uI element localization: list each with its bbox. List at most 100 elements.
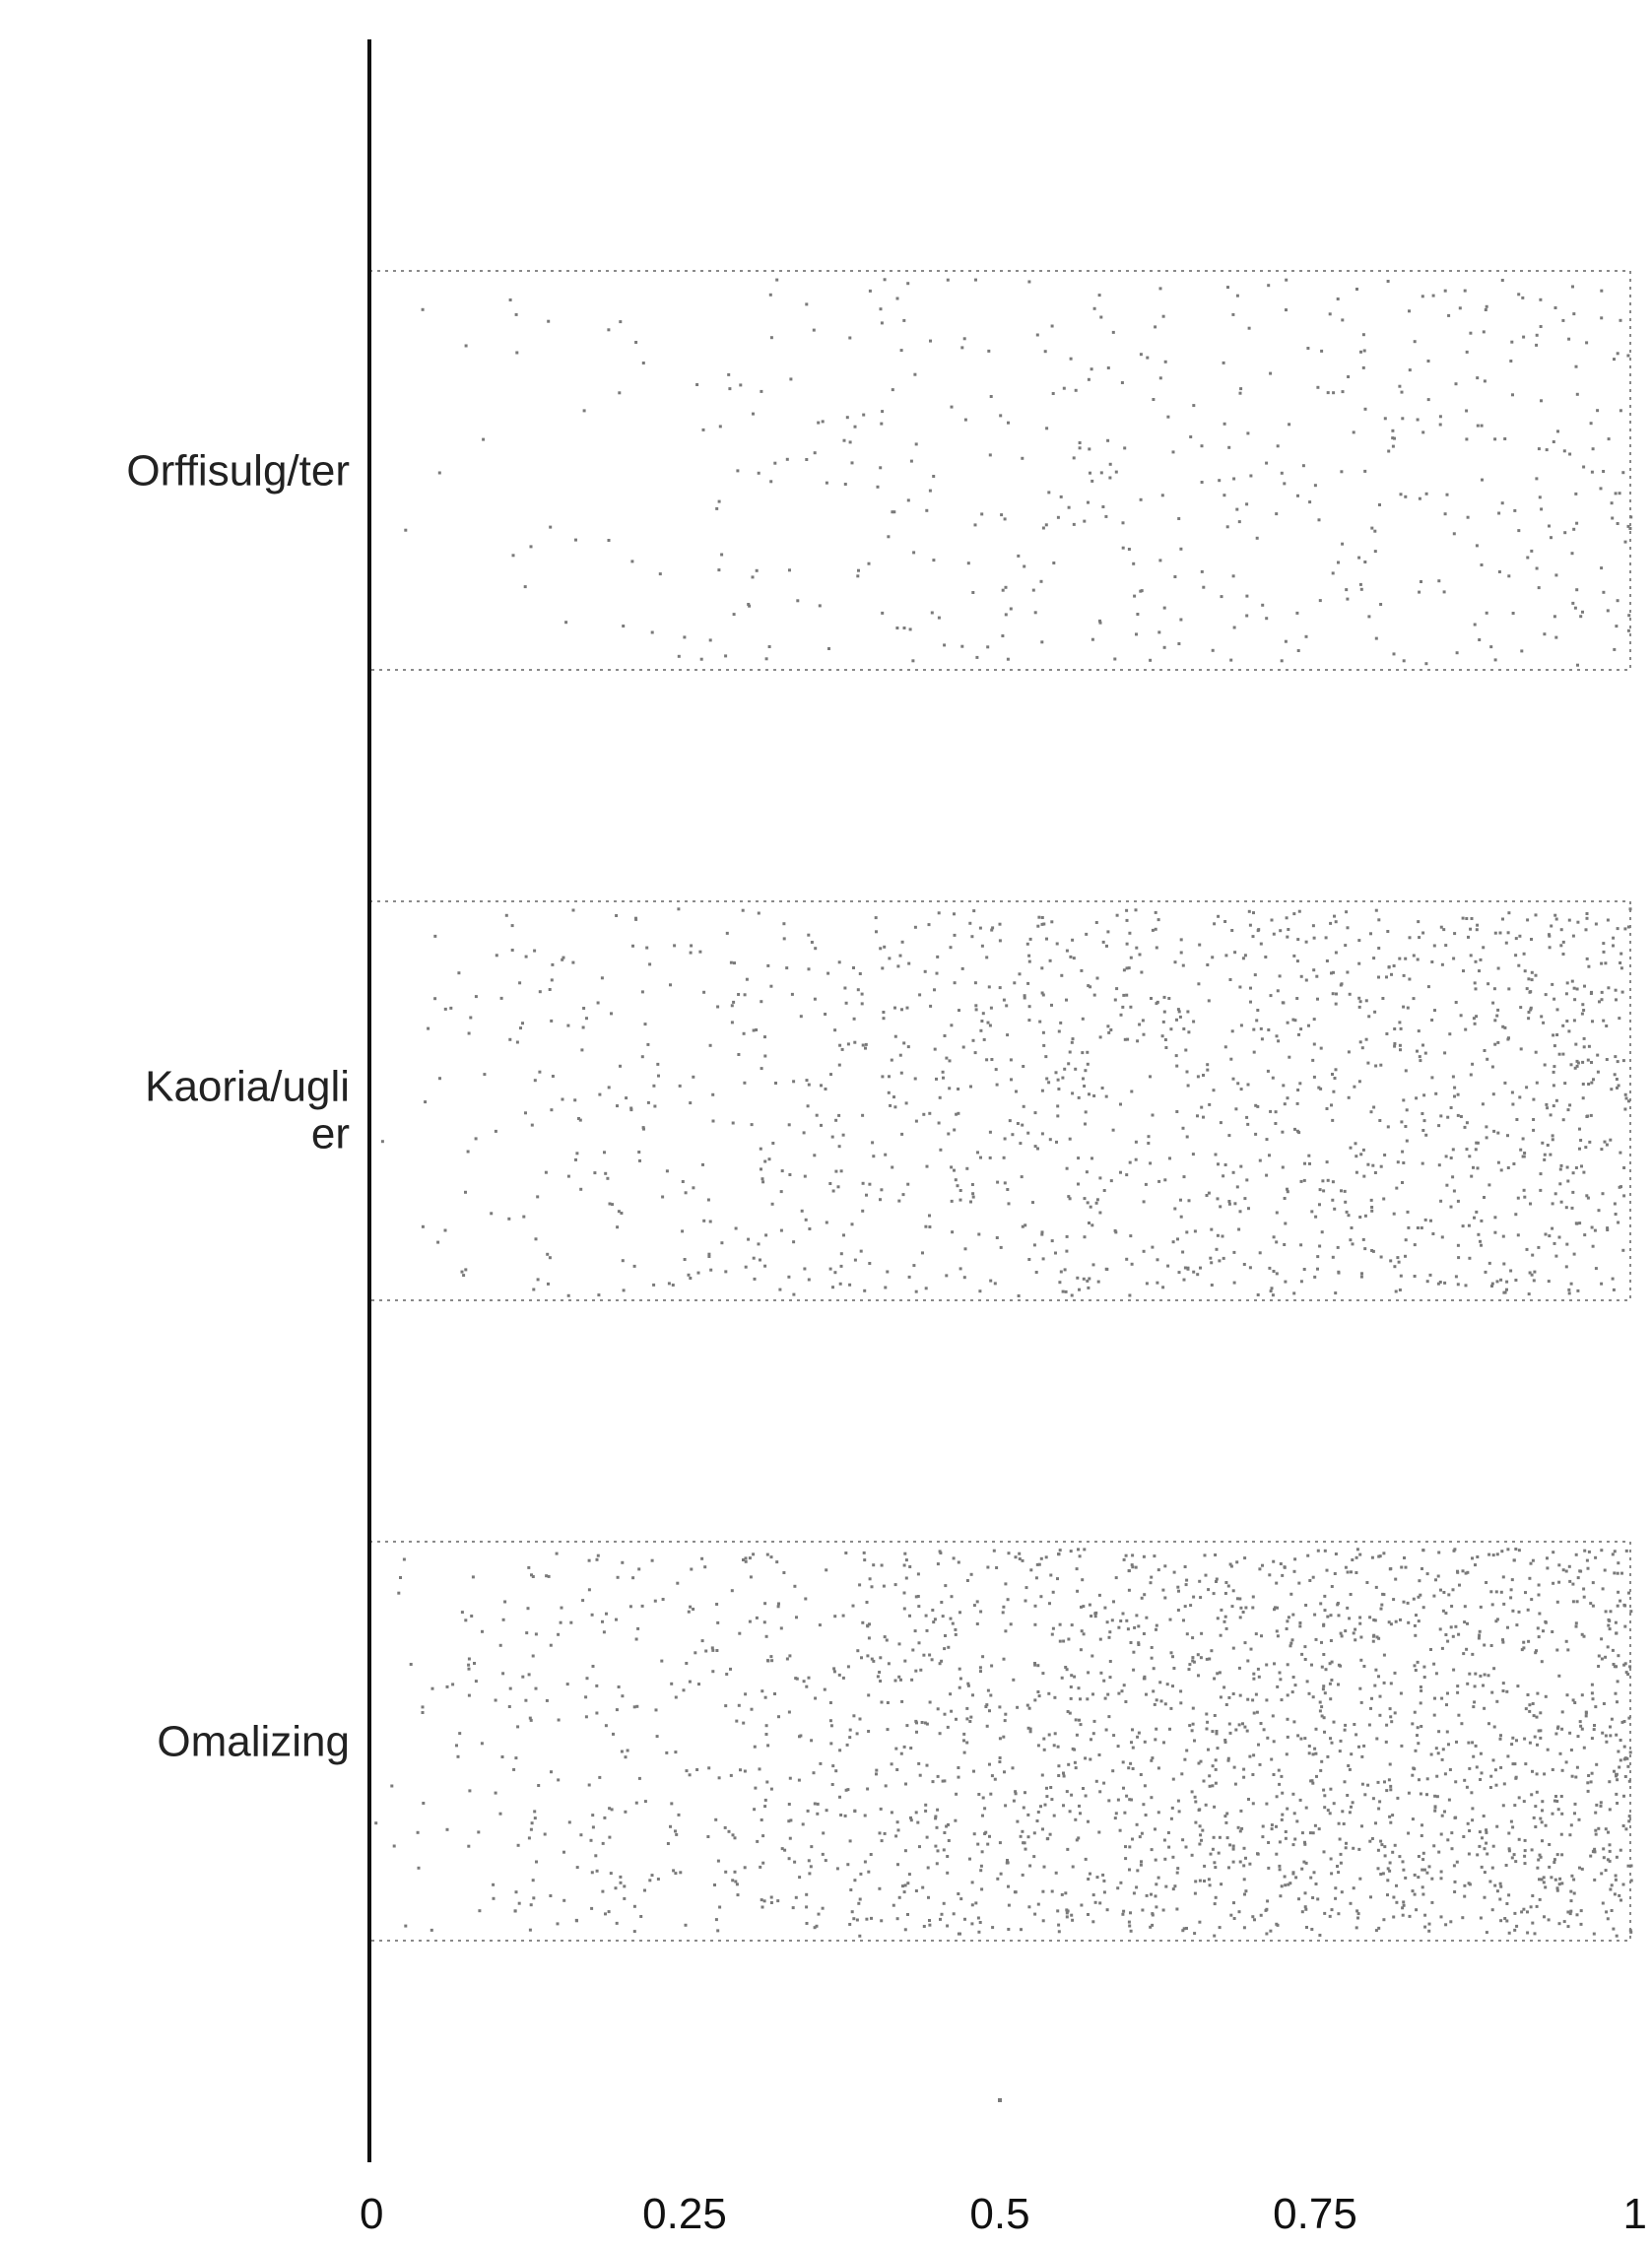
data-point (1261, 1824, 1265, 1828)
data-point (1198, 1920, 1202, 1924)
data-point (404, 528, 408, 532)
data-point (628, 1605, 632, 1609)
data-point (1060, 1676, 1064, 1680)
data-point (953, 981, 957, 985)
data-point (1254, 1692, 1258, 1696)
data-point (983, 1832, 987, 1835)
data-point (745, 977, 749, 981)
data-point (1537, 1245, 1541, 1249)
data-point (1027, 1905, 1031, 1909)
data-point (1266, 1069, 1270, 1073)
data-point (1328, 1914, 1332, 1918)
data-point (845, 1743, 849, 1747)
data-point (1439, 1114, 1443, 1118)
data-point (1539, 1817, 1543, 1820)
data-point (1621, 1824, 1625, 1827)
data-point (1565, 1242, 1569, 1246)
data-point (1626, 524, 1630, 528)
data-point (1540, 399, 1543, 403)
data-point (724, 1270, 728, 1274)
data-point (1506, 1625, 1509, 1629)
data-point (1498, 1897, 1502, 1901)
data-point (753, 1745, 757, 1749)
data-point (1598, 1000, 1601, 1004)
data-point (940, 1659, 944, 1663)
data-point (1056, 515, 1060, 519)
data-point (1567, 1288, 1571, 1291)
data-point (1271, 1076, 1275, 1080)
data-point (902, 1890, 906, 1894)
data-point (1373, 1684, 1377, 1687)
data-point (769, 1787, 773, 1791)
data-point (1443, 512, 1447, 516)
data-point (1227, 1134, 1231, 1138)
data-point (531, 1575, 535, 1578)
data-point (1048, 958, 1052, 962)
data-point (1485, 1125, 1488, 1129)
data-point (760, 389, 763, 393)
data-point (1220, 1608, 1223, 1612)
data-point (981, 1012, 985, 1016)
data-point (831, 1286, 834, 1289)
data-point (1413, 1892, 1417, 1896)
data-point (1430, 1877, 1434, 1881)
data-point (742, 1721, 746, 1725)
data-point (928, 1225, 932, 1228)
data-point (571, 908, 575, 912)
data-point (1091, 1263, 1095, 1267)
data-point (1395, 1186, 1399, 1190)
data-point (1607, 437, 1611, 441)
data-point (1572, 1891, 1576, 1895)
data-point (1208, 1784, 1212, 1788)
data-point (870, 1916, 873, 1920)
data-point (1261, 603, 1265, 607)
data-point (1089, 1205, 1092, 1209)
data-point (1069, 357, 1073, 361)
data-point (979, 1670, 982, 1674)
data-point (1529, 1008, 1533, 1012)
data-point (1411, 1722, 1415, 1726)
data-point (828, 1701, 832, 1704)
data-point (853, 425, 857, 429)
data-point (1490, 1285, 1493, 1288)
data-point (1450, 1831, 1454, 1835)
data-point (991, 926, 995, 930)
data-point (986, 1688, 990, 1692)
data-point (1292, 1720, 1296, 1724)
data-point (928, 1700, 932, 1704)
data-point (692, 1075, 695, 1079)
data-point (1555, 1726, 1559, 1730)
data-point (1355, 1733, 1358, 1737)
data-point (957, 1111, 960, 1115)
data-point (622, 625, 626, 628)
data-point (1523, 1152, 1527, 1155)
data-point (832, 1667, 836, 1671)
data-point (1053, 1695, 1057, 1699)
data-point (755, 568, 759, 572)
data-point (1439, 925, 1443, 929)
data-point (1509, 1588, 1513, 1592)
data-point (1513, 1762, 1517, 1766)
data-point (1582, 1045, 1586, 1049)
data-point (1424, 492, 1428, 495)
data-point (1539, 297, 1543, 301)
data-point (1305, 1680, 1309, 1684)
data-point (1622, 1757, 1626, 1761)
data-point (1142, 1632, 1146, 1635)
data-point (769, 984, 773, 988)
data-point (1468, 1766, 1472, 1770)
data-point (1145, 1616, 1149, 1619)
data-point (856, 1649, 860, 1653)
data-point (1218, 479, 1222, 483)
data-point (1506, 931, 1510, 935)
data-point (895, 1820, 899, 1824)
data-point (1028, 1727, 1032, 1731)
data-point (807, 967, 811, 971)
data-point (885, 1638, 889, 1642)
data-point (1041, 1827, 1044, 1831)
data-point (1466, 515, 1470, 519)
data-point (1150, 1656, 1154, 1660)
data-point (1176, 1585, 1180, 1589)
data-point (1316, 1267, 1319, 1271)
data-point (912, 551, 916, 555)
